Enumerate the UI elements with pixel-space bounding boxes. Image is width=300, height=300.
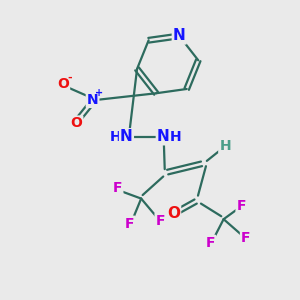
Text: N: N: [173, 28, 186, 44]
Text: F: F: [156, 214, 165, 228]
Text: O: O: [57, 77, 69, 91]
Text: F: F: [124, 217, 134, 231]
Text: -: -: [67, 72, 72, 82]
Text: F: F: [113, 181, 122, 195]
Text: H: H: [170, 130, 182, 144]
Text: N: N: [157, 129, 169, 144]
Text: +: +: [95, 88, 103, 98]
Text: O: O: [70, 116, 82, 130]
Text: H: H: [110, 130, 121, 144]
Text: N: N: [120, 129, 133, 144]
Text: O: O: [167, 206, 180, 221]
Text: H: H: [219, 139, 231, 153]
Text: F: F: [241, 231, 250, 245]
Text: F: F: [206, 236, 215, 250]
Text: N: N: [87, 93, 98, 107]
Text: F: F: [236, 199, 246, 213]
